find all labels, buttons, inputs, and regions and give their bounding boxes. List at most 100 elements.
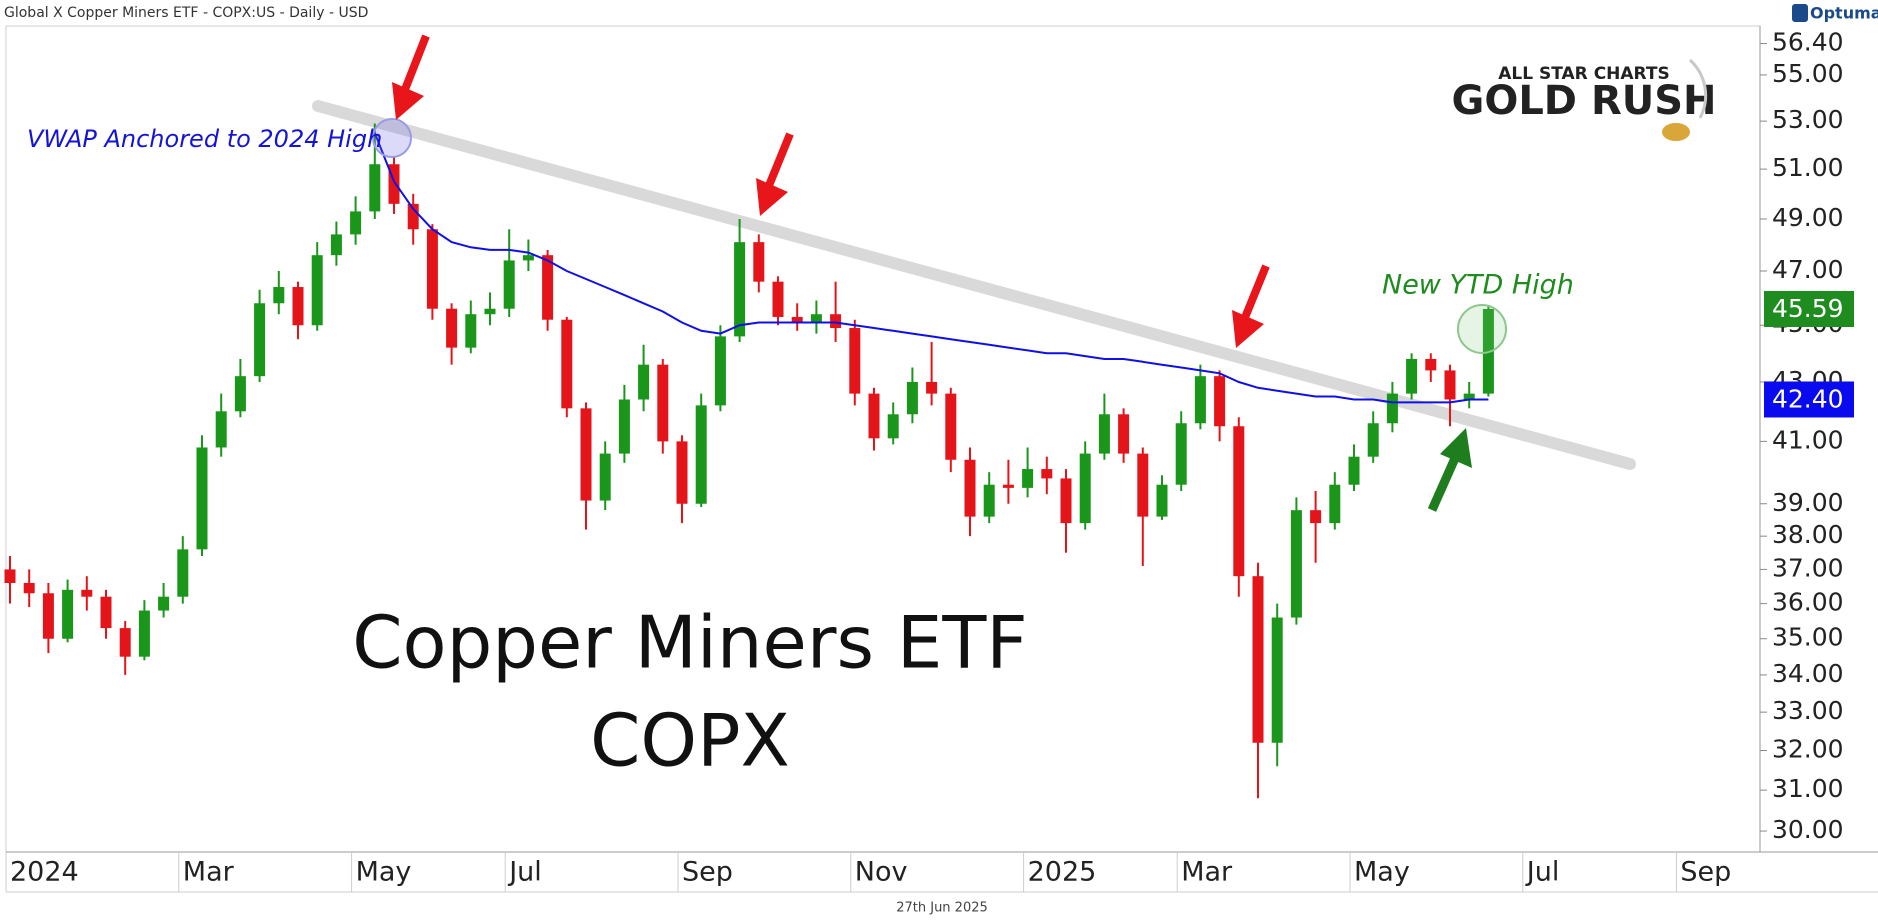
- y-tick-label: 55.00: [1772, 59, 1844, 88]
- candle-body: [868, 393, 880, 439]
- candle-body: [734, 242, 746, 337]
- candle-body: [1310, 510, 1322, 524]
- y-tick-label: 47.00: [1772, 255, 1844, 284]
- y-tick-label: 38.00: [1772, 520, 1844, 549]
- candle-body: [158, 596, 170, 611]
- candle-body: [1098, 414, 1110, 454]
- x-tick-label: Nov: [855, 857, 908, 888]
- y-tick-label: 41.00: [1772, 425, 1844, 454]
- candle-body: [983, 484, 995, 517]
- candle-body: [1252, 576, 1264, 743]
- candle-body: [887, 414, 899, 439]
- y-tick-label: 34.00: [1772, 659, 1844, 688]
- red-arrows: [392, 34, 1270, 348]
- x-tick-label: Mar: [1181, 857, 1233, 888]
- candle-body: [1290, 510, 1302, 618]
- plot-area: [5, 25, 1761, 853]
- candle-body: [138, 610, 150, 657]
- candle-body: [676, 441, 688, 504]
- candle-body: [1137, 453, 1149, 517]
- logo-line1: ALL STAR CHARTS: [1498, 64, 1669, 84]
- x-tick-label: Jul: [507, 857, 542, 888]
- candle-body: [1175, 423, 1187, 485]
- y-tick-label: 37.00: [1772, 553, 1844, 582]
- x-tick-label: Sep: [1680, 857, 1731, 888]
- trendline: [312, 100, 1636, 470]
- x-tick-label: 2025: [1028, 857, 1097, 888]
- annotation: VWAP Anchored to 2024 High: [27, 125, 382, 153]
- highlight-circle: [1457, 304, 1507, 354]
- candle-body: [311, 255, 323, 326]
- candle-body: [753, 242, 765, 282]
- candle-body: [465, 314, 477, 348]
- logo-arc: [1688, 58, 1708, 119]
- candle-body: [1022, 469, 1034, 488]
- y-tick-label: 39.00: [1772, 488, 1844, 517]
- candle-body: [580, 408, 592, 501]
- candle-body: [849, 328, 861, 394]
- y-tick-label: 51.00: [1772, 153, 1844, 182]
- candle-body: [1214, 376, 1226, 427]
- candle-body: [1463, 393, 1475, 400]
- x-tick-label: Jul: [1525, 857, 1560, 888]
- candle-body: [522, 255, 534, 261]
- candle-body: [273, 287, 285, 304]
- candle-body: [4, 569, 16, 583]
- candle-body: [1444, 370, 1456, 400]
- candle-body: [119, 628, 131, 657]
- candle-body: [1194, 376, 1206, 424]
- candle-body: [1002, 484, 1014, 488]
- candle-body: [330, 234, 342, 256]
- y-tick-label: 49.00: [1772, 203, 1844, 232]
- x-tick-label: Sep: [682, 857, 733, 888]
- candle-body: [1233, 426, 1245, 577]
- candle-body: [714, 336, 726, 406]
- x-tick-label: 2024: [10, 857, 79, 888]
- candle-body: [561, 319, 573, 409]
- candle-body: [388, 164, 400, 204]
- candle-body: [638, 364, 650, 400]
- candle-body: [791, 316, 803, 323]
- candle-body: [292, 287, 304, 326]
- y-tick-label: 36.00: [1772, 588, 1844, 617]
- x-tick-label: May: [1354, 857, 1410, 888]
- y-tick-label: 56.40: [1772, 28, 1844, 57]
- candle-body: [1406, 358, 1418, 394]
- brand: Optuma: [1810, 4, 1878, 23]
- marks: [4, 123, 1494, 799]
- candle-body: [772, 281, 784, 317]
- header-title: Global X Copper Miners ETF - COPX:US - D…: [4, 5, 368, 21]
- green-arrow: [1427, 428, 1472, 512]
- price-label-box: [1764, 381, 1854, 418]
- candle-body: [196, 447, 208, 550]
- chart-title: Copper Miners ETF: [352, 601, 1027, 685]
- candle-body: [618, 399, 630, 454]
- candle-body: [657, 364, 669, 442]
- candle-body: [1425, 358, 1437, 371]
- candle-body: [350, 211, 362, 235]
- candle-body: [23, 582, 35, 594]
- candle-body: [1060, 478, 1072, 524]
- y-tick-label: 53.00: [1772, 105, 1844, 134]
- candle-body: [234, 376, 246, 412]
- candle-body: [695, 405, 707, 504]
- price-label: 45.59: [1772, 294, 1844, 323]
- candle-body: [215, 411, 227, 448]
- candle-body: [542, 255, 554, 320]
- candle-body: [1156, 484, 1168, 517]
- x-tick-label: May: [356, 857, 412, 888]
- price-label-box: [1764, 290, 1854, 327]
- candle-body: [177, 549, 189, 597]
- logo-line2: GOLD RUSH: [1451, 78, 1716, 124]
- candle-body: [1329, 484, 1341, 524]
- logo-nugget: [1662, 123, 1690, 141]
- chart-subtitle: COPX: [590, 699, 790, 783]
- candle-body: [1271, 617, 1283, 743]
- candle-body: [1367, 423, 1379, 457]
- candle-body: [254, 303, 266, 377]
- candle-body: [1079, 453, 1091, 524]
- candle-body: [81, 589, 93, 597]
- overlays: 45.59 42.40: [1764, 290, 1854, 418]
- vwap-line: [373, 132, 1489, 404]
